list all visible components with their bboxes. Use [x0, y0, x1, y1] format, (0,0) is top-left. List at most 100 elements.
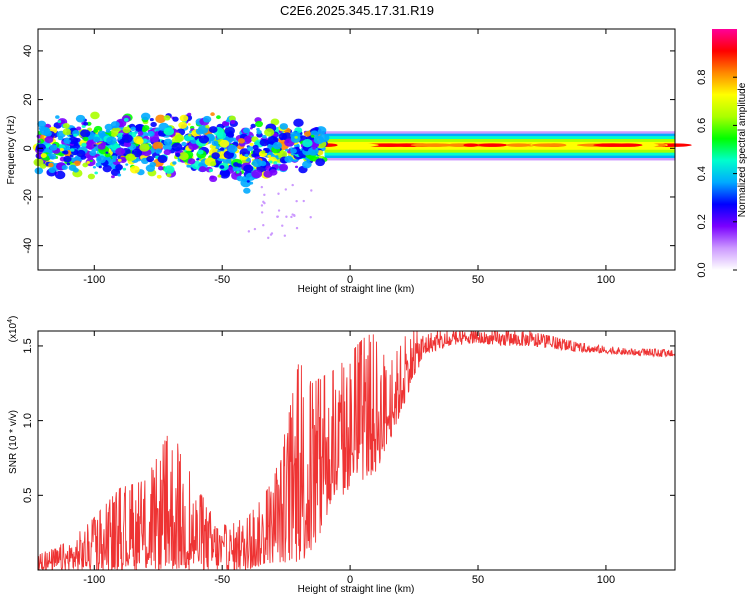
spectrogram-blob [68, 164, 77, 171]
spectrogram-blob [313, 135, 325, 145]
snr-y-tick-label: 0.5 [22, 488, 34, 503]
spectrogram-blob [82, 162, 89, 168]
figure-title: C2E6.2025.345.17.31.R19 [280, 3, 434, 18]
spectrogram-blob [225, 119, 229, 122]
spectrogram-blob [142, 125, 150, 131]
spectrogram-blob [290, 135, 301, 143]
spectrogram-blob [202, 115, 212, 123]
spectrogram-faint-point [284, 188, 288, 191]
spectrogram-blob [61, 165, 68, 170]
spectrogram-blob [242, 127, 251, 134]
spectrogram-blob [268, 160, 273, 164]
spectrogram-blob [179, 114, 189, 122]
snr-x-tick-label: -50 [214, 574, 230, 586]
spectrogram-blob [85, 158, 96, 167]
spectrogram-blob [150, 121, 157, 128]
spectrogram-blob [37, 120, 47, 128]
spectrogram-faint-point [276, 215, 279, 218]
spectrogram-blob [155, 148, 163, 154]
spectrogram-blob [216, 115, 221, 120]
spectrogram-blob [216, 131, 227, 140]
spectrogram-blob [238, 138, 245, 144]
spectrogram-blob [295, 146, 300, 150]
spectrogram-blob [205, 125, 210, 129]
spectrogram-blob [304, 131, 311, 137]
spectrogram-blob [236, 170, 240, 174]
spectrogram-blob [117, 173, 122, 177]
spectrogram-blob [302, 139, 313, 148]
spectrogram-blob [312, 146, 316, 150]
spectrogram-blob [162, 143, 172, 151]
spectrogram-blob [123, 141, 132, 148]
spectrogram-blob [137, 131, 144, 136]
spectrogram-blob [110, 121, 120, 129]
spectrogram-blob [244, 153, 249, 158]
spectrogram-blob [130, 126, 136, 132]
spectrogram-faint-point [302, 199, 305, 203]
spectrogram-peak [531, 143, 567, 147]
spectrogram-blob [133, 136, 143, 144]
spectrogram-faint-point [267, 236, 270, 240]
spectrogram-faint-point [277, 192, 280, 195]
spectrogram-blob [104, 152, 111, 158]
spectrogram-blob [82, 136, 89, 142]
spectrogram-x-tick-label: 0 [347, 274, 353, 286]
spectrogram-blob [97, 143, 106, 150]
spectrogram-faint-point [260, 211, 264, 214]
spectrogram-faint-point [270, 232, 274, 235]
spectrogram-peak [330, 143, 379, 147]
spectrogram-faint-point [283, 234, 287, 237]
spectrogram-blob [256, 130, 262, 135]
spectrogram-x-tick-label: -50 [214, 274, 230, 286]
spectrogram-blob [210, 161, 217, 167]
snr-y-axis-title: SNR (10 * v/v) [8, 410, 19, 474]
spectrogram-blob [255, 120, 263, 128]
spectrogram-blob [48, 162, 54, 168]
spectrogram-blob [243, 135, 253, 143]
spectrogram-blob [175, 152, 181, 157]
spectrogram-blob [217, 174, 222, 178]
spectrogram-blob [187, 112, 192, 117]
spectrogram-blob [111, 175, 115, 179]
spectrogram-blob [115, 147, 126, 156]
spectrogram-blob [63, 155, 72, 163]
spectrogram-x-tick-label: -100 [83, 274, 105, 286]
spectrogram-blob [112, 155, 118, 160]
snr-frame [37, 330, 676, 571]
colorbar-tick-label: 0.0 [696, 262, 708, 277]
spectrogram-blob [80, 155, 87, 160]
spectrogram-faint-point [295, 199, 298, 203]
spectrogram-blob [110, 168, 121, 177]
spectrogram-blob [69, 154, 74, 158]
spectrogram-blob [102, 165, 112, 173]
spectrogram-blob [93, 144, 97, 147]
spectrogram-faint-point [295, 226, 299, 230]
spectrogram-blob [157, 165, 164, 171]
spectrogram-blob [195, 128, 204, 135]
spectrogram-blob [157, 155, 168, 163]
spectrogram-blob [236, 175, 244, 182]
spectrogram-blob [90, 111, 100, 120]
spectrogram-blob [119, 156, 127, 163]
spectrogram-blob [267, 154, 272, 158]
spectrogram-blob [146, 155, 155, 163]
spectrogram-faint-point [292, 213, 296, 217]
spectrogram-blob [66, 162, 71, 166]
spectrogram-faint-point [247, 230, 251, 233]
spectrogram-blob [117, 158, 122, 162]
spectrogram-blob [44, 136, 54, 144]
spectrogram-blob [111, 158, 116, 163]
spectrogram-blob [62, 122, 70, 129]
spectrogram-blob [197, 149, 204, 155]
spectrogram-x-axis-title: Height of straight line (km) [298, 284, 415, 295]
spectrogram-blob [59, 147, 65, 152]
spectrogram-blob [88, 146, 93, 150]
spectrogram-faint-point [310, 189, 313, 192]
spectrogram-blob [62, 128, 71, 136]
snr-series-line [38, 331, 675, 570]
spectrogram-blob [73, 133, 78, 137]
spectrogram-blob [256, 127, 260, 131]
spectrogram-blob [75, 114, 86, 123]
spectrogram-x-tick-label: 50 [472, 274, 484, 286]
spectrogram-faint-point [281, 224, 284, 227]
